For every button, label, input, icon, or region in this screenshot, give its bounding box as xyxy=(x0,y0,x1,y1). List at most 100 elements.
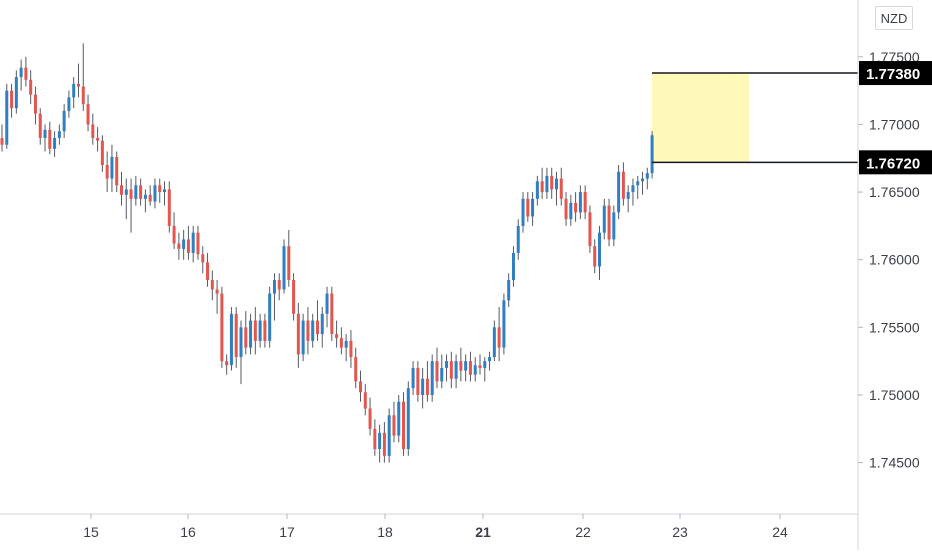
candle[interactable] xyxy=(292,273,296,321)
candle[interactable] xyxy=(402,392,406,456)
candle[interactable] xyxy=(502,293,506,355)
candle[interactable] xyxy=(153,178,157,209)
candle[interactable] xyxy=(521,192,525,233)
candle[interactable] xyxy=(550,167,554,199)
candle[interactable] xyxy=(440,354,444,389)
candle[interactable] xyxy=(110,144,114,193)
candle[interactable] xyxy=(626,185,630,213)
candle[interactable] xyxy=(511,246,515,287)
candle[interactable] xyxy=(29,70,33,105)
candle[interactable] xyxy=(287,229,291,287)
candle[interactable] xyxy=(196,225,200,260)
candle[interactable] xyxy=(344,334,348,362)
candle[interactable] xyxy=(602,198,606,240)
candle[interactable] xyxy=(0,124,4,152)
currency-button[interactable]: NZD xyxy=(875,6,913,30)
candle[interactable] xyxy=(234,307,238,368)
candle[interactable] xyxy=(564,192,568,226)
candle[interactable] xyxy=(445,354,449,382)
candle[interactable] xyxy=(507,273,511,308)
candle[interactable] xyxy=(96,127,100,152)
price-axis[interactable]: 1.77500 1.77000 1.76500 1.76000 1.75500 1.750… xyxy=(858,49,920,471)
candle[interactable] xyxy=(392,401,396,443)
candle[interactable] xyxy=(5,83,9,149)
candle[interactable] xyxy=(430,354,434,402)
candle[interactable] xyxy=(421,367,425,409)
candle[interactable] xyxy=(296,302,300,368)
candle[interactable] xyxy=(359,370,362,402)
candle[interactable] xyxy=(158,178,162,203)
candle[interactable] xyxy=(320,307,324,348)
candle[interactable] xyxy=(641,171,645,195)
candle[interactable] xyxy=(306,307,310,355)
candle[interactable] xyxy=(363,384,367,416)
candle[interactable] xyxy=(459,347,463,382)
candle[interactable] xyxy=(464,354,468,382)
candle[interactable] xyxy=(339,327,343,355)
candle[interactable] xyxy=(72,77,76,109)
candle[interactable] xyxy=(172,212,176,249)
candle[interactable] xyxy=(368,397,372,436)
candle[interactable] xyxy=(330,286,334,341)
candle[interactable] xyxy=(578,185,582,220)
candle[interactable] xyxy=(14,70,18,114)
candle[interactable] xyxy=(258,313,262,348)
candle[interactable] xyxy=(650,131,654,179)
candle[interactable] xyxy=(492,320,496,362)
candle[interactable] xyxy=(10,83,14,118)
candle[interactable] xyxy=(416,361,420,402)
price-level-badge[interactable]: 1.77380 xyxy=(859,61,932,86)
candle[interactable] xyxy=(588,205,592,253)
candle[interactable] xyxy=(325,286,329,328)
candle[interactable] xyxy=(449,351,453,389)
candle[interactable] xyxy=(220,286,224,368)
candle[interactable] xyxy=(91,113,95,145)
candle[interactable] xyxy=(167,181,171,233)
candle[interactable] xyxy=(435,347,439,389)
candle[interactable] xyxy=(535,175,539,206)
candle[interactable] xyxy=(86,94,90,132)
candle[interactable] xyxy=(378,424,382,463)
candle[interactable] xyxy=(645,167,649,190)
candle[interactable] xyxy=(239,320,243,385)
candle[interactable] xyxy=(574,192,578,222)
candle[interactable] xyxy=(163,181,167,206)
candle[interactable] xyxy=(43,124,47,152)
candle[interactable] xyxy=(57,124,61,145)
candle[interactable] xyxy=(53,131,57,157)
candle[interactable] xyxy=(617,165,621,220)
candle[interactable] xyxy=(483,357,487,382)
candle[interactable] xyxy=(354,347,358,389)
candle[interactable] xyxy=(478,354,482,375)
candle[interactable] xyxy=(545,167,549,199)
candle[interactable] xyxy=(210,270,214,301)
candle[interactable] xyxy=(139,178,143,206)
candle[interactable] xyxy=(105,151,109,193)
candle[interactable] xyxy=(349,330,353,368)
candle[interactable] xyxy=(100,135,104,172)
candle[interactable] xyxy=(124,178,128,220)
candle[interactable] xyxy=(272,273,276,321)
candle[interactable] xyxy=(263,313,267,348)
candle[interactable] xyxy=(191,225,195,263)
candle[interactable] xyxy=(244,311,248,355)
candle[interactable] xyxy=(225,354,229,375)
candle[interactable] xyxy=(468,351,472,382)
candle[interactable] xyxy=(48,121,52,155)
candle[interactable] xyxy=(397,394,401,443)
candle[interactable] xyxy=(382,422,386,463)
candle[interactable] xyxy=(67,90,71,118)
candle[interactable] xyxy=(38,108,42,145)
candle[interactable] xyxy=(206,252,210,287)
highlight-zone[interactable] xyxy=(652,73,749,163)
candle[interactable] xyxy=(636,175,640,199)
candle[interactable] xyxy=(621,162,625,206)
candle[interactable] xyxy=(454,354,458,389)
candle[interactable] xyxy=(19,59,23,91)
candle[interactable] xyxy=(143,189,147,213)
candle[interactable] xyxy=(24,56,28,87)
candle[interactable] xyxy=(526,192,530,222)
candle[interactable] xyxy=(531,192,535,226)
candle[interactable] xyxy=(631,178,635,206)
